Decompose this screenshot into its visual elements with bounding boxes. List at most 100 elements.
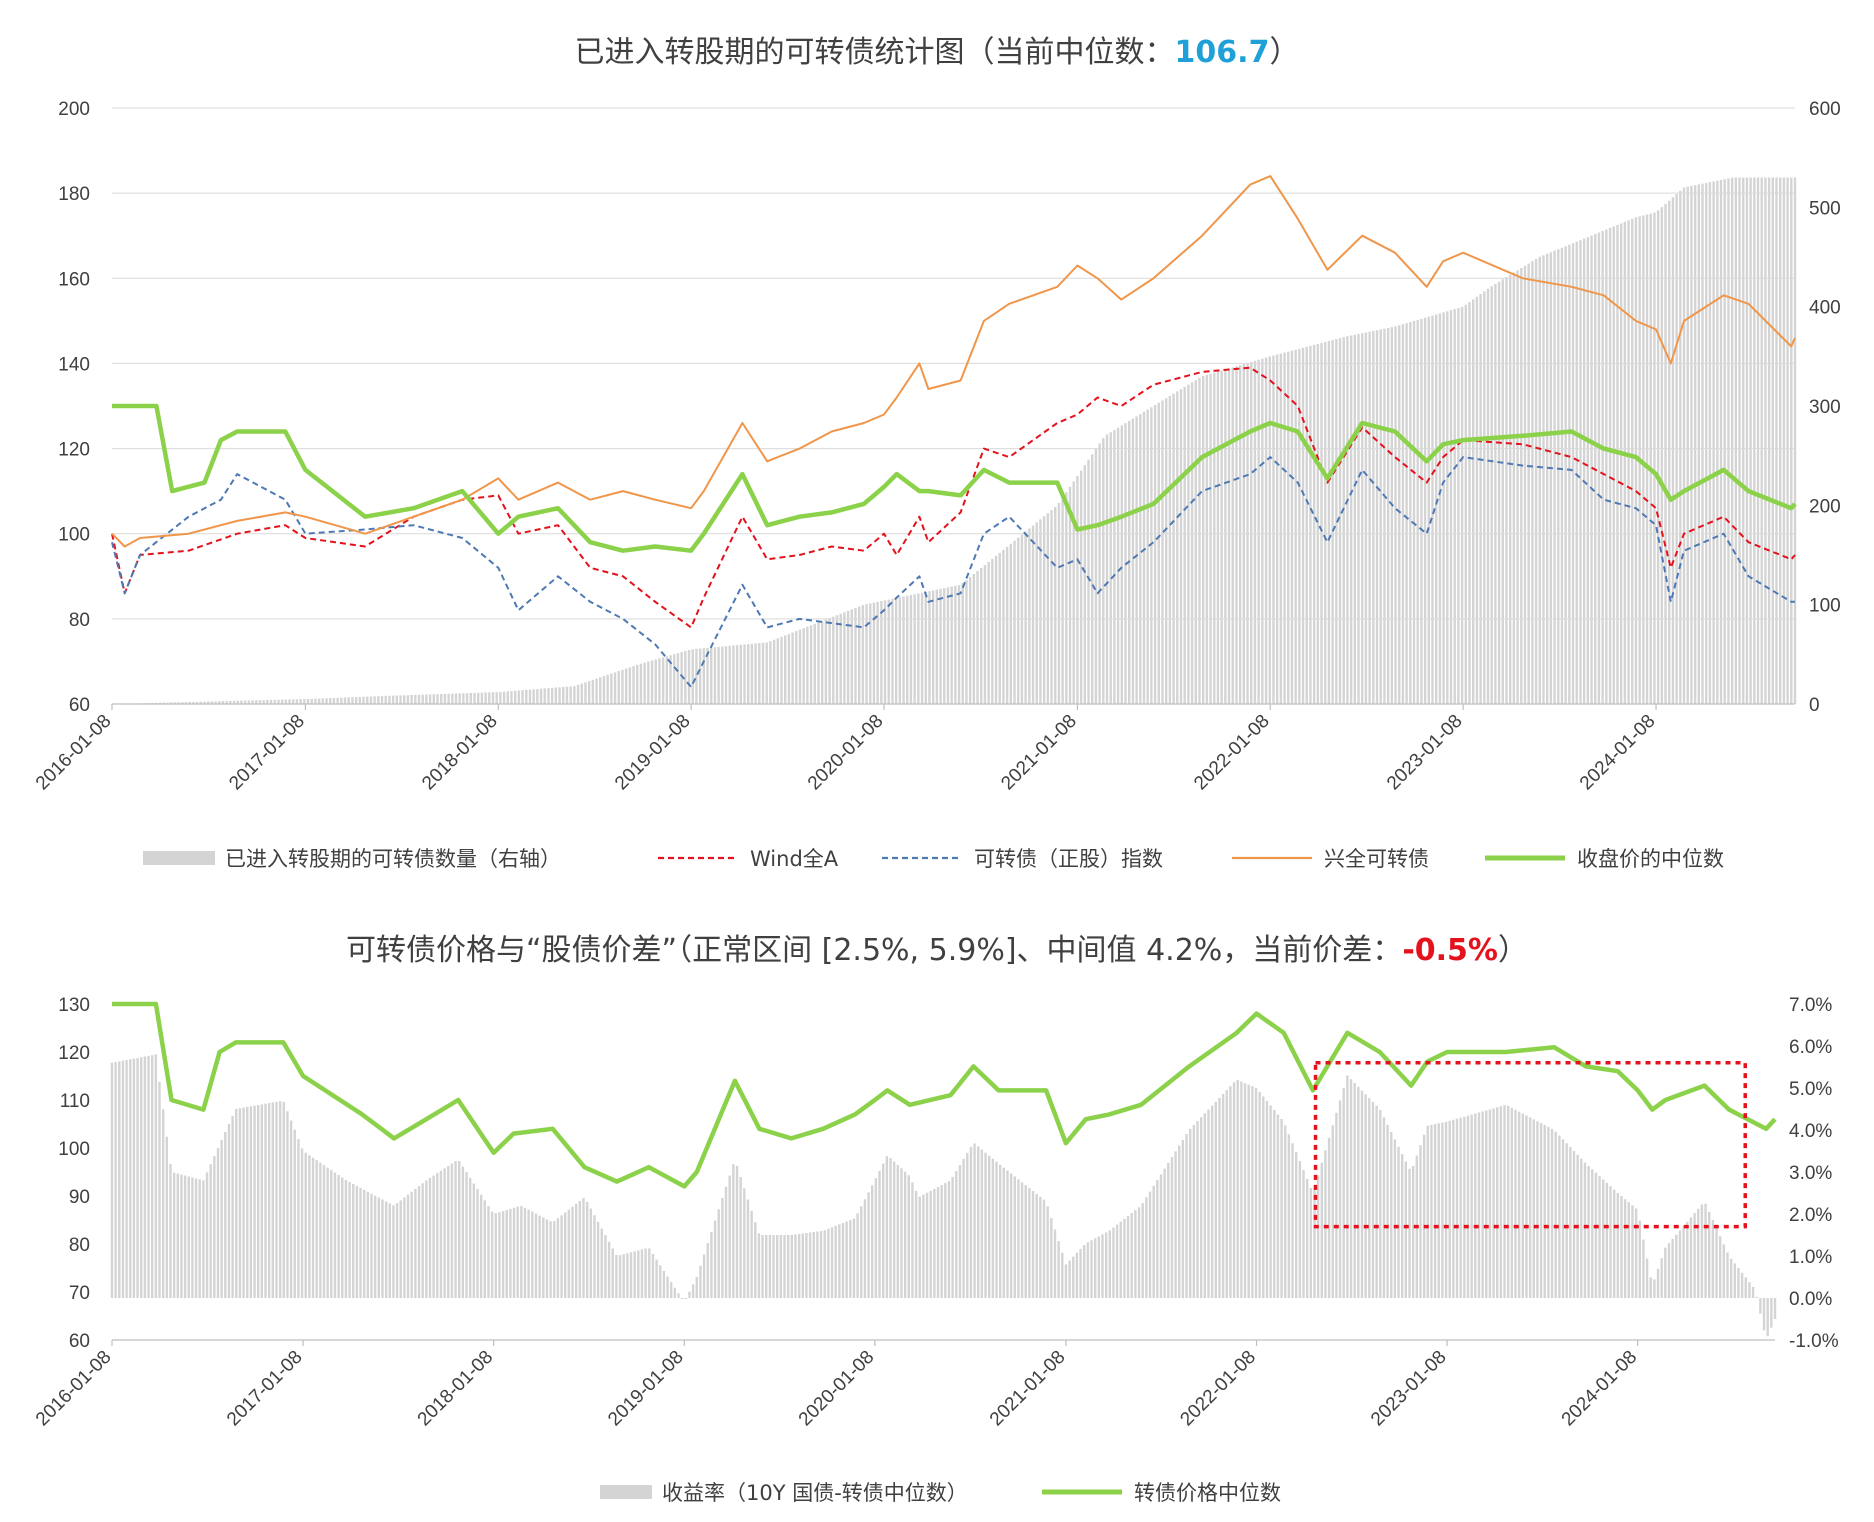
c1-bar — [1331, 340, 1334, 704]
c1-bar — [1287, 351, 1290, 704]
c1-bar — [443, 693, 447, 704]
c2-bar — [538, 1215, 541, 1298]
c1-bar — [1039, 519, 1042, 704]
c1-xtick-label: 2016-01-08 — [32, 711, 116, 795]
c1-bar — [199, 701, 202, 704]
c2-bar — [1404, 1161, 1408, 1298]
c2-bar — [454, 1161, 457, 1298]
c1-bar — [920, 592, 924, 704]
c2-bar — [732, 1164, 735, 1298]
c1-bar — [1645, 214, 1649, 705]
c1-bar — [1028, 528, 1031, 704]
c1-bar — [1172, 393, 1175, 704]
c1-bar — [643, 662, 646, 704]
c2-bar — [553, 1221, 556, 1298]
c2-bar — [1020, 1182, 1024, 1298]
c2-bar — [677, 1293, 680, 1298]
c2-bar — [461, 1166, 465, 1298]
c2-bar — [750, 1210, 753, 1298]
c2-bar — [1594, 1172, 1598, 1298]
c2-ytick-right: 6.0% — [1789, 1037, 1832, 1058]
c2-bar — [637, 1250, 640, 1298]
c2-bar — [341, 1177, 344, 1298]
c1-bar — [476, 692, 480, 704]
c2-bar — [1229, 1086, 1232, 1298]
c2-bar — [1152, 1185, 1155, 1298]
c1-bar — [880, 601, 883, 704]
c1-bar — [1091, 454, 1094, 704]
c1-legend-swatch — [143, 851, 215, 865]
c1-ytick-left: 120 — [58, 440, 90, 461]
c2-bar — [626, 1253, 629, 1298]
c2-bar — [881, 1163, 885, 1298]
c2-bar — [991, 1158, 995, 1298]
c2-bar — [1561, 1139, 1565, 1298]
c1-bar — [1139, 414, 1142, 704]
c1-bar — [1309, 345, 1312, 704]
c2-bar — [1057, 1241, 1060, 1298]
c1-bar — [1346, 336, 1349, 704]
c1-bar — [839, 613, 842, 704]
c2-bar — [564, 1212, 567, 1298]
c1-bar — [403, 695, 406, 704]
c2-bar — [1382, 1117, 1386, 1298]
c1-bar — [1771, 177, 1775, 705]
c1-bar — [347, 697, 350, 704]
c1-bar — [1227, 368, 1231, 704]
c2-bar — [885, 1156, 889, 1298]
c1-bar — [203, 701, 206, 704]
c1-legend-label: 已进入转股期的可转债数量（右轴） — [225, 847, 561, 871]
c1-bar — [1372, 330, 1375, 704]
c2-bar — [951, 1176, 954, 1298]
c2-bar — [392, 1205, 395, 1298]
c2-bar — [790, 1234, 794, 1298]
c1-bar — [314, 698, 317, 704]
c2-bar — [699, 1265, 702, 1298]
c1-bar — [1109, 432, 1112, 704]
c1-bar — [602, 676, 606, 704]
c2-bar — [476, 1189, 479, 1298]
c1-legend-label: Wind全A — [750, 847, 839, 871]
c1-bar — [991, 558, 994, 704]
c2-bar — [1375, 1105, 1378, 1298]
c2-bar — [794, 1234, 797, 1298]
c2-bar — [830, 1227, 834, 1298]
c2-bar — [527, 1209, 530, 1298]
c1-bar — [173, 702, 177, 704]
c2-bar — [702, 1254, 706, 1298]
c1-bar — [488, 692, 491, 704]
c2-bar — [1419, 1145, 1422, 1298]
c1-bar — [1416, 319, 1419, 704]
c1-bar — [432, 694, 436, 704]
c1-bar — [968, 577, 972, 704]
c2-bar — [1612, 1189, 1616, 1298]
c2-bar — [1390, 1132, 1393, 1298]
c2-bar — [231, 1115, 234, 1298]
c1-bar — [691, 649, 694, 704]
c2-bar — [1426, 1125, 1429, 1298]
c2-ytick-left: 130 — [58, 995, 90, 1016]
c1-bar — [787, 633, 791, 704]
c2-bar — [585, 1201, 589, 1298]
c1-bar — [1786, 177, 1789, 705]
c1-bar — [621, 669, 624, 704]
c1-bar — [1656, 210, 1660, 704]
c1-bar — [1442, 312, 1445, 704]
c1-bar — [539, 688, 543, 704]
c2-bar — [1254, 1087, 1258, 1298]
c1-bar — [1486, 288, 1490, 704]
c2-bar — [1313, 1187, 1316, 1298]
c2-bar — [275, 1101, 278, 1298]
c2-bar — [399, 1200, 402, 1298]
c1-bar — [972, 574, 976, 704]
c1-bar — [835, 615, 839, 704]
c2-ytick-right: 0.0% — [1789, 1289, 1832, 1310]
chart2-normal-range-box — [1313, 1061, 1747, 1229]
c2-bar — [845, 1221, 848, 1298]
c2-bar — [1316, 1175, 1320, 1298]
c1-bar — [1150, 407, 1153, 704]
c2-bar — [863, 1199, 867, 1298]
c2-bar — [918, 1196, 921, 1298]
c2-bar — [980, 1149, 984, 1298]
c2-bar — [282, 1101, 285, 1298]
